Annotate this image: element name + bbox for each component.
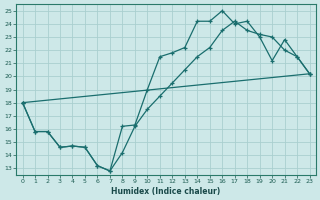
X-axis label: Humidex (Indice chaleur): Humidex (Indice chaleur) [111, 187, 221, 196]
